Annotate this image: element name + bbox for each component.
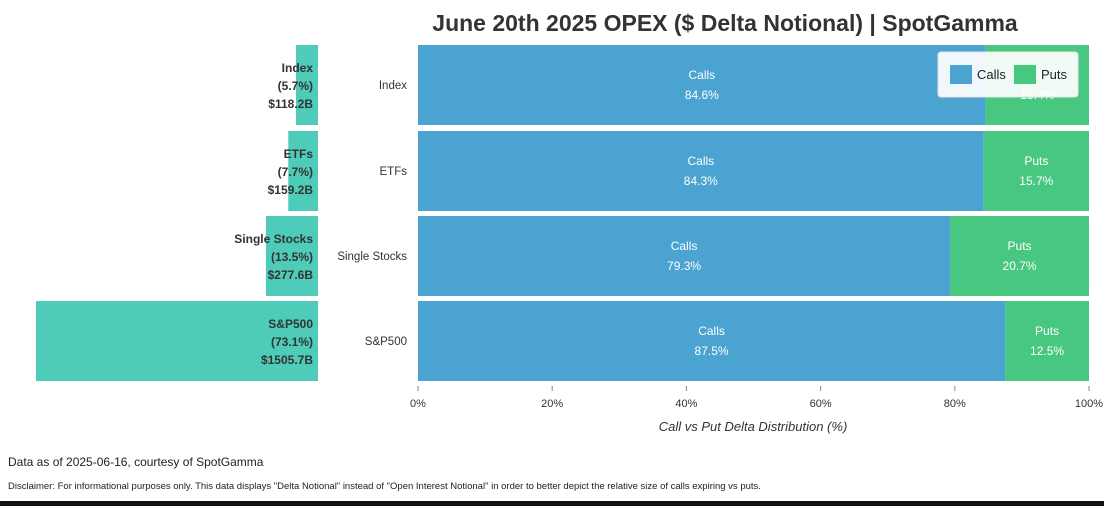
puts-bar-name: Puts (1035, 324, 1059, 338)
disclaimer-text: Disclaimer: For informational purposes o… (8, 481, 761, 492)
x-tick-label: 60% (810, 398, 832, 410)
x-tick-label: 20% (541, 398, 563, 410)
bottom-rule (0, 501, 1104, 506)
share-label-name: Index (282, 61, 314, 75)
chart-title: June 20th 2025 OPEX ($ Delta Notional) |… (432, 10, 1018, 36)
calls-bar-value: 87.5% (695, 344, 729, 358)
x-tick-label: 40% (675, 398, 697, 410)
share-bar-etfs (288, 131, 318, 211)
x-axis-label: Call vs Put Delta Distribution (%) (659, 419, 848, 434)
share-label-name: S&P500 (268, 317, 313, 331)
puts-bar-value: 15.7% (1019, 174, 1053, 188)
legend-swatch-calls (950, 65, 972, 84)
share-label-value: $277.6B (268, 268, 314, 282)
x-tick-label: 0% (410, 398, 426, 410)
category-label-single-stocks: Single Stocks (337, 251, 407, 263)
opex-chart: June 20th 2025 OPEX ($ Delta Notional) |… (36, 10, 1103, 434)
puts-bar-etfs (983, 131, 1089, 211)
puts-bar-value: 12.5% (1030, 344, 1064, 358)
share-label-name: ETFs (284, 147, 314, 161)
share-label-pct: (73.1%) (271, 335, 313, 349)
share-bar-s-p500 (36, 301, 318, 381)
x-tick-label: 80% (944, 398, 966, 410)
calls-bar-value: 84.3% (684, 174, 718, 188)
data-source-note: Data as of 2025-06-16, courtesy of SpotG… (8, 455, 264, 469)
legend-box (937, 51, 1079, 98)
puts-bar-name: Puts (1024, 154, 1048, 168)
share-bar-index (296, 45, 318, 125)
calls-bar-index (418, 45, 986, 125)
share-bar-single-stocks (265, 216, 318, 296)
category-label-s-p500: S&P500 (365, 336, 407, 348)
calls-bar-s-p500 (418, 301, 1006, 381)
category-label-index: Index (379, 80, 407, 92)
calls-bar-name: Calls (688, 68, 715, 82)
share-label-value: $1505.7B (261, 353, 313, 367)
x-axis: 0% 20% 40% 60% 80% 100% (410, 386, 1103, 410)
x-tick-label: 100% (1075, 398, 1103, 410)
puts-bar-value: 20.7% (1003, 259, 1037, 273)
category-label-etfs: ETFs (380, 166, 408, 178)
puts-bar-single-stocks (950, 216, 1089, 296)
share-panel: Index (5.7%) $118.2B ETFs (7.7%) $159.2B Singl… (36, 45, 318, 381)
legend-label-calls: Calls (977, 67, 1006, 82)
legend-label-puts: Puts (1041, 67, 1068, 82)
puts-bar-name: Puts (1008, 239, 1032, 253)
legend: Calls Puts (937, 51, 1079, 98)
share-label-pct: (13.5%) (271, 250, 313, 264)
calls-bar-name: Calls (671, 239, 698, 253)
legend-swatch-puts (1014, 65, 1036, 84)
calls-bar-name: Calls (687, 154, 714, 168)
share-label-pct: (5.7%) (278, 79, 313, 93)
share-label-value: $118.2B (268, 97, 313, 111)
calls-bar-name: Calls (698, 324, 725, 338)
calls-bar-value: 79.3% (667, 259, 701, 273)
calls-bar-value: 84.6% (685, 88, 719, 102)
puts-bar-s-p500 (1005, 301, 1089, 381)
share-label-value: $159.2B (268, 183, 314, 197)
calls-bar-etfs (418, 131, 984, 211)
share-label-pct: (7.7%) (278, 165, 313, 179)
calls-bar-single-stocks (418, 216, 951, 296)
share-label-name: Single Stocks (234, 232, 313, 246)
